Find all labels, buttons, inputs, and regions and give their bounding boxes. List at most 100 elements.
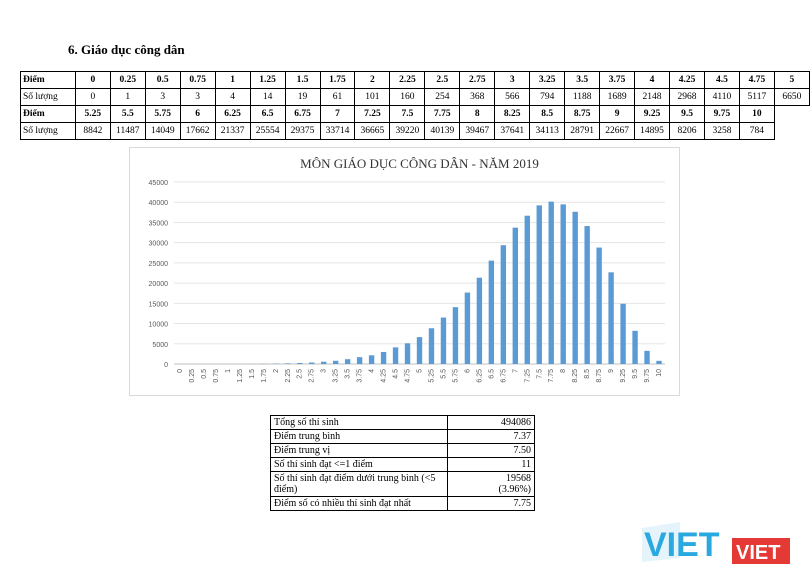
- bar: [632, 330, 638, 364]
- score-cell: 9.75: [703, 105, 740, 123]
- count-cell: 0: [74, 88, 111, 106]
- x-tick-label: 3: [321, 369, 328, 373]
- x-tick-label: 8.5: [584, 369, 591, 379]
- row-label: Điểm: [20, 105, 76, 123]
- bar: [596, 247, 602, 364]
- bar: [656, 360, 662, 364]
- count-row: Số lượng 8842 11487 14049 17662 21337 25554 293…: [20, 122, 810, 140]
- score-cell: 7.75: [424, 105, 461, 123]
- x-tick-label: 6: [464, 369, 471, 373]
- bar: [464, 292, 471, 364]
- bar: [512, 227, 518, 364]
- x-tick-label: 9.25: [620, 369, 627, 383]
- stat-label: Điểm trung vị: [270, 443, 448, 458]
- x-tick-label: 6.5: [488, 369, 495, 379]
- x-tick-label: 7: [512, 369, 519, 373]
- bar: [297, 362, 303, 364]
- x-tick-label: 4.5: [393, 369, 400, 379]
- score-row: Điểm 5.25 5.5 5.75 6 6.25 6.5 6.75 7 7.25 7.5 7.75 8…: [20, 105, 810, 123]
- score-cell: 7.25: [354, 105, 391, 123]
- logo-badge-text: VIET: [736, 542, 780, 564]
- row-label: Số lượng: [20, 122, 76, 140]
- score-cell: 8.25: [494, 105, 531, 123]
- bar: [285, 363, 291, 364]
- count-cell: 39220: [389, 122, 426, 140]
- stat-value: 494086: [447, 415, 535, 430]
- score-row: Điểm 0 0.25 0.5 0.75 1 1.25 1.5 1.75 2 2.25 2.5 2.75…: [20, 71, 810, 89]
- score-cell: 4.25: [669, 71, 705, 89]
- section-heading: 6. Giáo dục công dân: [68, 42, 185, 57]
- stat-value: 7.75: [447, 496, 535, 511]
- bar: [524, 215, 530, 364]
- bar: [392, 347, 399, 364]
- y-tick-label: 20000: [149, 281, 169, 288]
- x-tick-label: 0.5: [201, 369, 208, 379]
- count-cell: 3: [144, 88, 181, 106]
- stat-row: Điểm trung bình 7.37: [270, 429, 535, 444]
- bar: [368, 355, 375, 364]
- score-cell: 3.75: [599, 71, 636, 89]
- stat-value: 7.50: [447, 443, 535, 458]
- score-cell: 0.5: [144, 71, 181, 89]
- x-tick-label: 5.5: [440, 369, 447, 379]
- stat-value-count: 19568: [506, 473, 531, 484]
- logo-main-text: VIET: [644, 526, 720, 564]
- y-tick-label: 10000: [149, 322, 169, 329]
- x-tick-label: 1.5: [249, 369, 256, 379]
- count-cell: 17662: [179, 122, 216, 140]
- x-tick-label: 2: [273, 369, 280, 373]
- bar: [440, 317, 447, 364]
- count-cell: 566: [494, 88, 531, 106]
- score-cell: 6: [179, 105, 216, 123]
- x-tick-label: 3.5: [345, 369, 352, 379]
- score-cell: 1.5: [284, 71, 321, 89]
- stat-label: Số thí sinh đạt <=1 điểm: [270, 457, 448, 472]
- score-cell: 3: [494, 71, 531, 89]
- score-cell: 7: [319, 105, 356, 123]
- x-tick-label: 7.75: [548, 369, 555, 383]
- bar: [620, 303, 626, 364]
- row-label: Điểm: [20, 71, 76, 89]
- x-tick-label: 10: [656, 369, 663, 377]
- count-cell: 34113: [529, 122, 566, 140]
- x-tick-label: 8.75: [596, 369, 603, 383]
- y-tick-label: 15000: [149, 301, 169, 308]
- score-cell: 9.5: [669, 105, 705, 123]
- count-cell: 8842: [74, 122, 111, 140]
- stat-label: Điểm trung bình: [270, 429, 448, 444]
- x-tick-label: 9.5: [632, 369, 639, 379]
- x-tick-label: 6.25: [476, 369, 483, 383]
- x-tick-label: 0.75: [213, 369, 220, 383]
- score-cell: 5.5: [109, 105, 146, 123]
- score-cell: 2: [354, 71, 391, 89]
- score-cell: 1.75: [319, 71, 356, 89]
- count-cell: 5117: [738, 88, 775, 106]
- count-cell: 40139: [424, 122, 461, 140]
- summary-stats-table: Tổng số thí sinh 494086 Điểm trung bình …: [270, 415, 535, 511]
- count-cell: 14049: [144, 122, 181, 140]
- y-tick-label: 40000: [149, 200, 169, 207]
- bar: [356, 357, 363, 364]
- score-cell: 10: [738, 105, 775, 123]
- score-cell: 1: [214, 71, 251, 89]
- x-tick-label: 8.25: [572, 369, 579, 383]
- score-cell: 7.5: [389, 105, 426, 123]
- count-cell: 14895: [634, 122, 671, 140]
- score-cell: 5: [773, 71, 810, 89]
- count-cell: 8206: [669, 122, 705, 140]
- y-tick-label: 30000: [149, 241, 169, 248]
- score-cell: 4.5: [703, 71, 740, 89]
- bar: [380, 351, 387, 364]
- x-tick-label: 4.75: [405, 369, 412, 383]
- bar-chart: MÔN GIÁO DỤC CÔNG DÂN - NĂM 201905000100…: [149, 156, 665, 383]
- count-cell: 4110: [703, 88, 740, 106]
- stat-value-percent: (3.96%): [498, 484, 532, 495]
- score-cell: 2.75: [459, 71, 496, 89]
- x-tick-label: 5.75: [452, 369, 459, 383]
- stat-row: Điểm số có nhiều thí sinh đạt nhất 7.75: [270, 496, 535, 511]
- y-tick-label: 5000: [152, 342, 168, 349]
- row-label: Số lượng: [20, 88, 76, 106]
- x-tick-label: 5: [417, 369, 424, 373]
- score-cell: 0.75: [179, 71, 216, 89]
- count-cell: 2968: [669, 88, 705, 106]
